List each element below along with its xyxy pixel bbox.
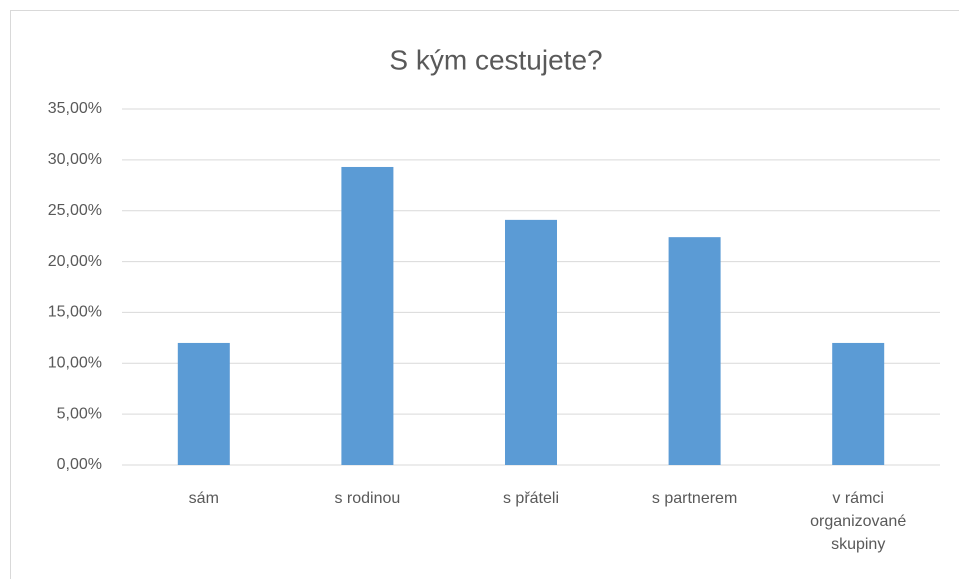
chart-title: S kým cestujete?: [389, 44, 602, 75]
bar: [832, 342, 885, 465]
y-tick-label: 10,00%: [48, 355, 102, 372]
y-tick-label: 0,00%: [57, 456, 102, 473]
x-tick-label: s rodinou: [334, 490, 401, 507]
x-tick-label: v rámci organizované skupiny: [810, 490, 907, 553]
x-tick-label: sám: [188, 490, 219, 507]
y-tick-label: 35,00%: [48, 100, 102, 117]
y-tick-label: 5,00%: [57, 405, 102, 422]
bar: [668, 237, 721, 465]
bar: [177, 342, 230, 465]
chart-border: [10, 10, 959, 579]
y-tick-label: 25,00%: [48, 202, 102, 219]
y-tick-label: 15,00%: [48, 304, 102, 321]
x-tick-label: s přáteli: [502, 490, 560, 507]
y-tick-label: 20,00%: [48, 253, 102, 270]
x-tick-label: s partnerem: [651, 490, 738, 507]
y-tick-label: 30,00%: [48, 151, 102, 168]
bar: [341, 166, 394, 465]
bar: [505, 219, 557, 465]
